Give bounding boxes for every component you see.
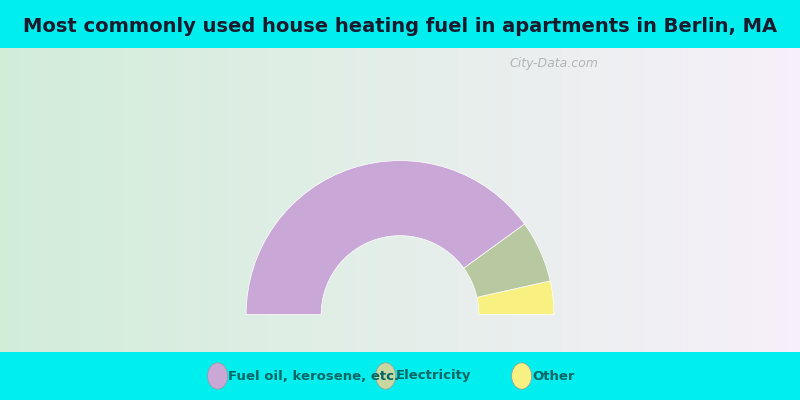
Text: Electricity: Electricity bbox=[396, 370, 471, 382]
Text: Fuel oil, kerosene, etc.: Fuel oil, kerosene, etc. bbox=[228, 370, 399, 382]
Text: Most commonly used house heating fuel in apartments in Berlin, MA: Most commonly used house heating fuel in… bbox=[23, 17, 777, 36]
Text: Other: Other bbox=[532, 370, 574, 382]
Text: City-Data.com: City-Data.com bbox=[510, 57, 598, 70]
Ellipse shape bbox=[512, 363, 532, 389]
Wedge shape bbox=[464, 224, 550, 297]
Wedge shape bbox=[477, 281, 554, 314]
Wedge shape bbox=[246, 160, 525, 314]
Ellipse shape bbox=[207, 363, 227, 389]
Ellipse shape bbox=[376, 363, 395, 389]
